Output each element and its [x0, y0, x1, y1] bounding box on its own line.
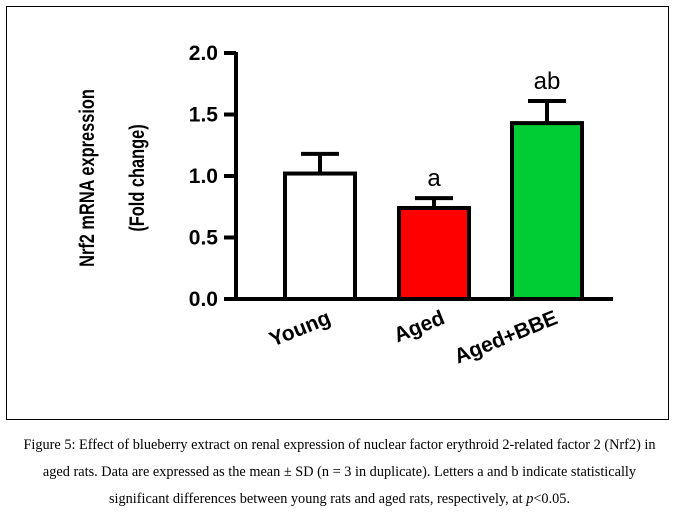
figure-frame	[6, 6, 669, 420]
bars: a ab	[283, 68, 584, 301]
y-tick-label: 0.5	[189, 227, 219, 250]
y-tick-label: 0.0	[189, 288, 218, 311]
y-axis-label-line1: Nrf2 mRNA expression	[75, 89, 98, 267]
bar-aged-bbe	[510, 121, 584, 301]
y-axis: 0.0 0.5 1.0 1.5 2.0	[189, 42, 238, 311]
y-tick-label: 2.0	[189, 42, 218, 65]
significance-label: ab	[534, 68, 561, 95]
x-tick-label: Aged	[391, 306, 448, 347]
figure-caption: Figure 5: Effect of blueberry extract on…	[12, 432, 667, 513]
bar-chart: Nrf2 mRNA expression (Fold change) 0.00.…	[75, 42, 613, 369]
x-tick-label: Young	[266, 306, 334, 351]
y-tick-label: 1.5	[189, 104, 219, 127]
bar-aged	[397, 205, 471, 301]
x-tick-label: Aged+BBE	[451, 306, 561, 368]
y-axis-title: Nrf2 mRNA expression (Fold change)	[75, 89, 148, 267]
caption-text-end: <0.05.	[533, 491, 571, 507]
y-tick-label: 1.0	[189, 165, 218, 188]
significance-label: a	[427, 165, 441, 192]
x-axis: Young Aged Aged+BBE	[234, 297, 613, 369]
bar-young	[283, 171, 357, 301]
caption-text: Figure 5: Effect of blueberry extract on…	[23, 437, 656, 507]
y-axis-label-line2: (Fold change)	[125, 124, 148, 231]
caption-p-italic: p	[526, 491, 534, 507]
